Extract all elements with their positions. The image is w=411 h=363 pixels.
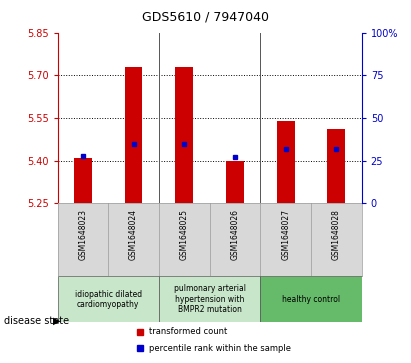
- Text: GDS5610 / 7947040: GDS5610 / 7947040: [142, 11, 269, 24]
- Text: transformed count: transformed count: [149, 327, 227, 336]
- Text: GSM1648023: GSM1648023: [79, 209, 88, 260]
- Text: healthy control: healthy control: [282, 295, 340, 304]
- Bar: [260, 277, 362, 322]
- Text: GSM1648027: GSM1648027: [281, 209, 290, 260]
- Text: pulmonary arterial
hypertension with
BMPR2 mutation: pulmonary arterial hypertension with BMP…: [173, 285, 246, 314]
- Text: ▶: ▶: [53, 316, 61, 326]
- Bar: [74, 158, 92, 203]
- Text: GSM1648028: GSM1648028: [332, 209, 341, 260]
- Bar: [226, 161, 244, 203]
- Text: GSM1648024: GSM1648024: [129, 209, 138, 260]
- Bar: [328, 129, 345, 203]
- Bar: [277, 121, 295, 203]
- Bar: [159, 277, 260, 322]
- Text: idiopathic dilated
cardiomyopathy: idiopathic dilated cardiomyopathy: [75, 290, 142, 309]
- Bar: [175, 67, 193, 203]
- Text: disease state: disease state: [4, 316, 69, 326]
- Bar: [125, 67, 143, 203]
- Bar: [58, 277, 159, 322]
- Text: percentile rank within the sample: percentile rank within the sample: [149, 344, 291, 353]
- Text: GSM1648025: GSM1648025: [180, 209, 189, 260]
- Text: GSM1648026: GSM1648026: [231, 209, 240, 260]
